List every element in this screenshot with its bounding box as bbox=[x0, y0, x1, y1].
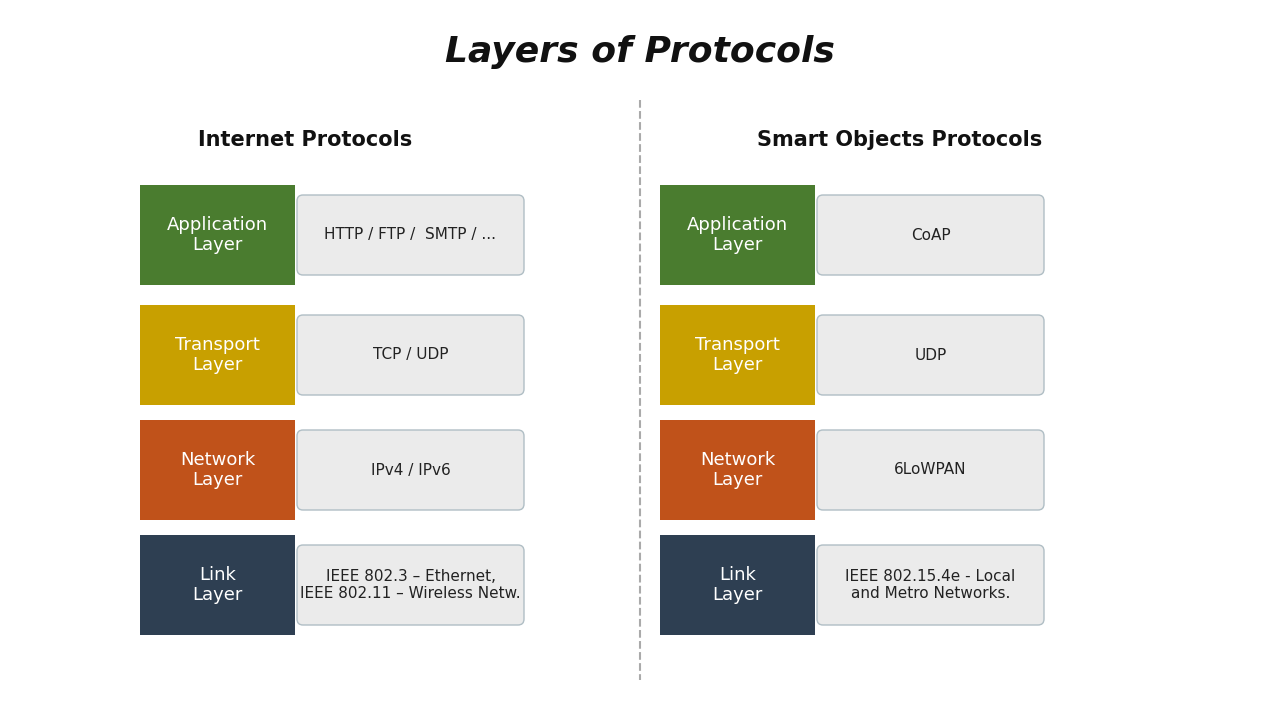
Text: Network
Layer: Network Layer bbox=[180, 451, 255, 490]
Text: IEEE 802.3 – Ethernet,
IEEE 802.11 – Wireless Netw.: IEEE 802.3 – Ethernet, IEEE 802.11 – Wir… bbox=[301, 569, 521, 601]
Text: Layers of Protocols: Layers of Protocols bbox=[445, 35, 835, 69]
Text: Transport
Layer: Transport Layer bbox=[695, 336, 780, 374]
FancyBboxPatch shape bbox=[817, 545, 1044, 625]
Text: Network
Layer: Network Layer bbox=[700, 451, 776, 490]
Text: Link
Layer: Link Layer bbox=[712, 566, 763, 604]
Text: Application
Layer: Application Layer bbox=[687, 215, 788, 254]
Text: TCP / UDP: TCP / UDP bbox=[372, 348, 448, 362]
FancyBboxPatch shape bbox=[660, 185, 815, 285]
FancyBboxPatch shape bbox=[297, 545, 524, 625]
FancyBboxPatch shape bbox=[140, 535, 294, 635]
Text: Application
Layer: Application Layer bbox=[166, 215, 268, 254]
FancyBboxPatch shape bbox=[140, 305, 294, 405]
FancyBboxPatch shape bbox=[140, 185, 294, 285]
FancyBboxPatch shape bbox=[817, 315, 1044, 395]
FancyBboxPatch shape bbox=[660, 420, 815, 520]
Text: Link
Layer: Link Layer bbox=[192, 566, 243, 604]
Text: Internet Protocols: Internet Protocols bbox=[198, 130, 412, 150]
Text: UDP: UDP bbox=[914, 348, 947, 362]
Text: IEEE 802.15.4e - Local
and Metro Networks.: IEEE 802.15.4e - Local and Metro Network… bbox=[845, 569, 1015, 601]
Text: HTTP / FTP /  SMTP / ...: HTTP / FTP / SMTP / ... bbox=[325, 228, 497, 243]
Text: Smart Objects Protocols: Smart Objects Protocols bbox=[758, 130, 1043, 150]
FancyBboxPatch shape bbox=[660, 305, 815, 405]
FancyBboxPatch shape bbox=[660, 535, 815, 635]
FancyBboxPatch shape bbox=[140, 420, 294, 520]
FancyBboxPatch shape bbox=[297, 430, 524, 510]
FancyBboxPatch shape bbox=[297, 315, 524, 395]
Text: 6LoWPAN: 6LoWPAN bbox=[895, 462, 966, 477]
Text: Transport
Layer: Transport Layer bbox=[175, 336, 260, 374]
FancyBboxPatch shape bbox=[297, 195, 524, 275]
FancyBboxPatch shape bbox=[817, 195, 1044, 275]
FancyBboxPatch shape bbox=[817, 430, 1044, 510]
Text: CoAP: CoAP bbox=[910, 228, 950, 243]
Text: IPv4 / IPv6: IPv4 / IPv6 bbox=[371, 462, 451, 477]
